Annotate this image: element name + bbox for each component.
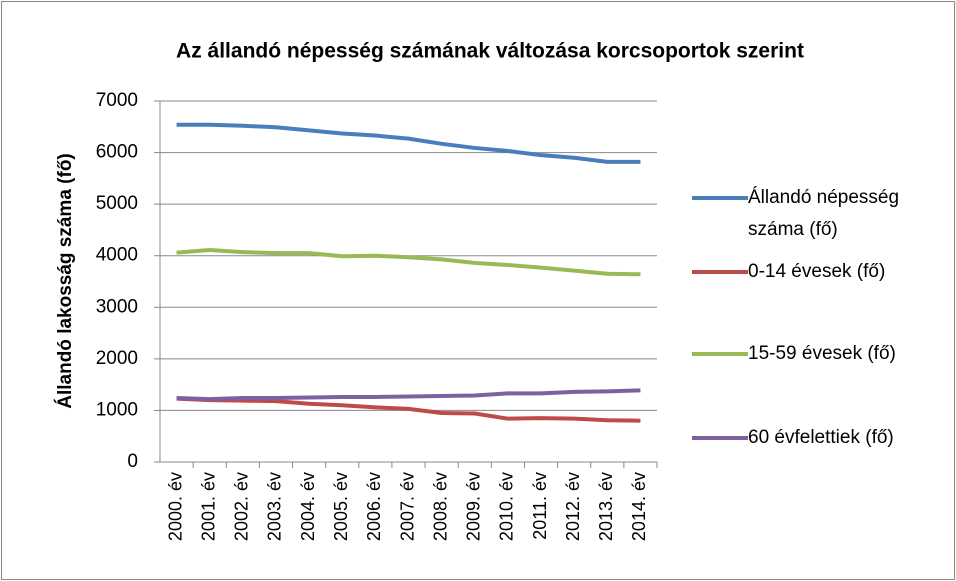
legend-swatch (692, 196, 748, 200)
x-tick-label: 2007. év (397, 472, 417, 541)
series-line (176, 388, 641, 402)
x-tick-label: 2002. év (232, 472, 252, 541)
series-line (176, 122, 641, 164)
y-tick-label: 4000 (96, 245, 138, 266)
legend-swatch (692, 352, 748, 356)
x-tick-label: 2001. év (198, 472, 218, 541)
y-tick-label: 1000 (96, 399, 138, 420)
legend-label: 60 évfelettiek (fő) (748, 427, 894, 448)
chart-title: Az állandó népesség számának változása k… (176, 40, 804, 63)
y-tick-label: 2000 (96, 348, 138, 369)
y-tick-label: 0 (127, 451, 138, 472)
y-tick-label: 6000 (96, 142, 138, 163)
x-tick-label: 2006. év (364, 472, 384, 541)
legend-entry: 15-59 évesek (fő) (692, 338, 948, 370)
y-tick-label: 5000 (96, 193, 138, 214)
x-tick-label: 2014. év (629, 472, 649, 541)
y-tick-label: 7000 (96, 90, 138, 111)
x-tick-label: 2010. év (497, 472, 517, 541)
y-tick-label: 3000 (96, 296, 138, 317)
y-axis-label: Állandó lakosság száma (fő) (54, 153, 76, 409)
legend-entry: 0-14 évesek (fő) (692, 256, 948, 288)
series-line (176, 248, 641, 277)
x-tick-label: 2013. év (596, 472, 616, 541)
legend-entry: 60 évfelettiek (fő) (692, 422, 948, 454)
x-tick-label: 2011. év (530, 472, 550, 540)
x-tick-label: 2004. év (298, 472, 318, 541)
series-line (176, 396, 641, 423)
x-tick-label: 2005. év (331, 472, 351, 541)
x-tick-label: 2000. év (165, 472, 185, 541)
legend-label: Állandó népesség száma (fő) (748, 187, 900, 240)
x-tick-label: 2003. év (265, 472, 285, 541)
legend-swatch (692, 270, 748, 274)
legend-label: 15-59 évesek (fő) (748, 343, 896, 364)
x-tick-label: 2012. év (563, 472, 583, 541)
x-tick-label: 2008. év (430, 472, 450, 541)
legend-entry: Állandó népesség száma (fő) (692, 182, 948, 246)
legend-label: 0-14 évesek (fő) (748, 261, 886, 282)
legend-swatch (692, 436, 748, 440)
x-tick-label: 2009. év (464, 472, 484, 541)
